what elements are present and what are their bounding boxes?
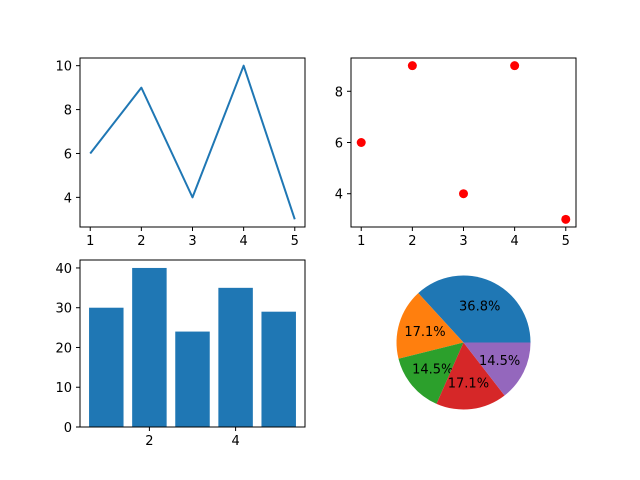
pie-slice-label: 14.5% [479,354,520,369]
x-tick-label: 3 [188,234,196,249]
scatter-point [459,189,468,199]
x-tick-label: 1 [357,234,365,249]
pie-slice [436,342,505,410]
pie-slice [398,342,464,404]
y-tick-label: 30 [55,302,72,317]
scatter-point [561,214,571,224]
bar [218,287,253,427]
series-line [89,64,296,220]
x-tick-label: 2 [408,234,416,249]
y-tick-label: 8 [64,104,72,119]
axes-frame [350,57,577,228]
x-tick-label: 3 [459,234,467,249]
y-tick-label: 10 [55,381,72,396]
pie-slice [463,342,531,396]
y-tick-label: 20 [55,341,72,356]
x-tick-label: 1 [86,234,94,249]
y-tick-label: 4 [335,188,343,203]
pie-slice [396,293,464,359]
x-tick-label: 4 [239,234,247,249]
x-tick-label: 4 [231,434,239,449]
axes-frame [79,259,306,428]
line-chart: 1 2 3 4 5 4 6 8 10 [55,57,306,249]
pie-chart: 36.8%17.1%14.5%17.1%14.5% [396,275,531,410]
pie-slice-label: 17.1% [448,376,489,391]
x-tick-label: 5 [562,234,570,249]
pie-slice-label: 14.5% [412,362,453,377]
x-tick-label: 4 [510,234,518,249]
x-tick-label: 2 [145,434,153,449]
y-tick-label: 8 [335,85,343,100]
axes-frame [79,57,306,228]
x-tick-label: 5 [291,234,299,249]
pie-slice [418,275,531,343]
scatter-point [510,61,520,71]
bar [132,267,167,427]
y-tick-label: 40 [55,262,72,277]
x-tick-label: 2 [137,234,145,249]
y-tick-label: 10 [55,60,72,75]
y-tick-label: 4 [64,191,72,206]
scatter-point [356,138,366,147]
bar [175,331,210,427]
y-tick-label: 6 [64,147,72,162]
pie-slice-label: 17.1% [404,325,445,340]
y-tick-label: 6 [335,137,343,152]
bar [89,307,124,427]
y-tick-label: 0 [64,421,72,436]
bar [261,311,296,427]
scatter-chart: 1 2 3 4 5 4 6 8 [335,57,577,249]
scatter-point [407,61,417,71]
pie-slice-label: 36.8% [459,300,500,315]
